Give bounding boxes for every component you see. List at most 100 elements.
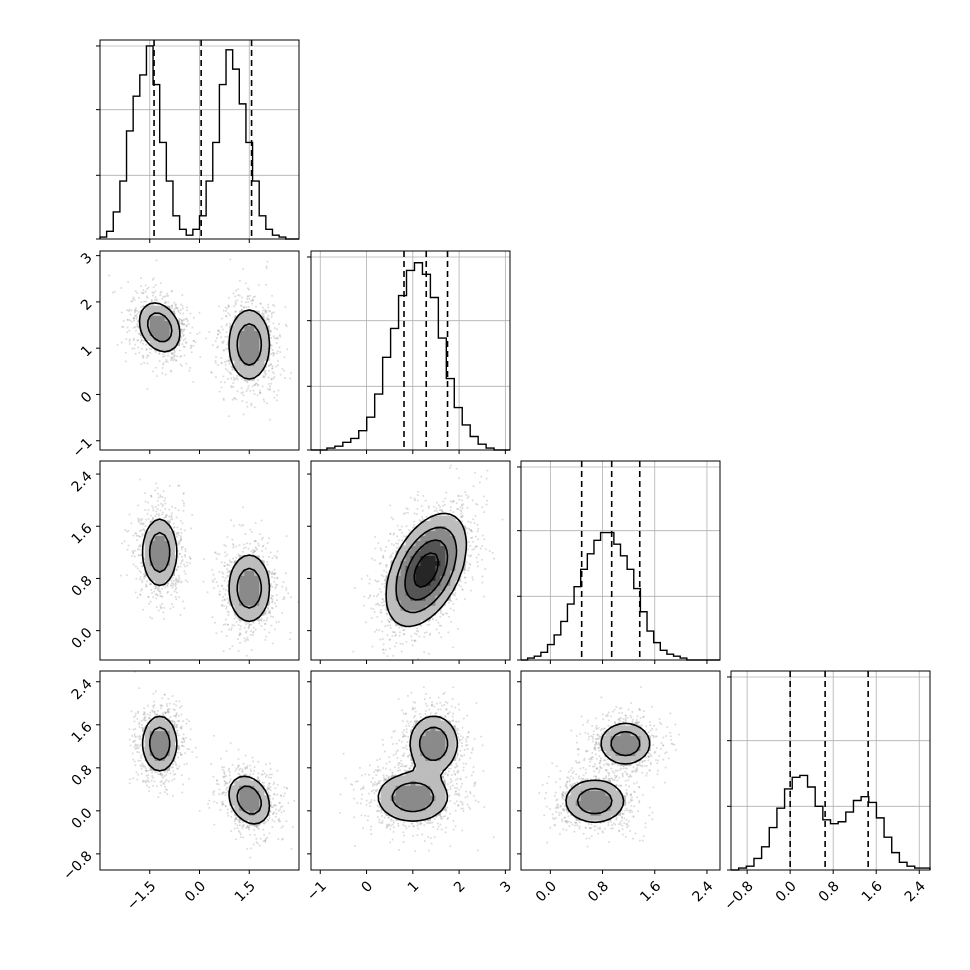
scatter-point bbox=[270, 316, 273, 319]
scatter-point bbox=[477, 538, 480, 541]
scatter-point bbox=[396, 524, 399, 527]
scatter-point bbox=[144, 508, 147, 511]
scatter-point bbox=[192, 339, 195, 342]
scatter-point bbox=[466, 496, 469, 499]
scatter-point bbox=[172, 359, 175, 362]
scatter-point bbox=[236, 374, 239, 377]
density-cell bbox=[249, 575, 255, 581]
scatter-point bbox=[173, 525, 176, 528]
scatter-point bbox=[238, 634, 241, 637]
density-cell bbox=[400, 615, 406, 621]
scatter-point bbox=[167, 354, 170, 357]
scatter-point bbox=[471, 578, 474, 581]
scatter-point bbox=[415, 633, 418, 636]
scatter-point bbox=[378, 604, 381, 607]
scatter-point bbox=[128, 340, 131, 343]
scatter-point bbox=[273, 576, 276, 579]
scatter-point bbox=[218, 570, 221, 573]
scatter-point bbox=[388, 620, 391, 623]
scatter-point bbox=[133, 298, 136, 301]
scatter-point bbox=[456, 507, 459, 510]
scatter-point bbox=[139, 523, 142, 526]
scatter-point bbox=[189, 557, 192, 560]
scatter-point bbox=[471, 576, 474, 579]
density-cell bbox=[149, 310, 156, 317]
scatter-point bbox=[264, 613, 267, 616]
scatter-point bbox=[246, 287, 249, 290]
scatter-point bbox=[456, 627, 459, 630]
density-cell bbox=[169, 550, 176, 556]
scatter-point bbox=[222, 340, 225, 343]
scatter-point bbox=[384, 649, 387, 652]
scatter-point bbox=[164, 301, 167, 304]
scatter-point bbox=[230, 386, 233, 389]
scatter-point bbox=[231, 538, 234, 541]
density-cell bbox=[154, 550, 161, 556]
density-cell bbox=[244, 325, 250, 331]
scatter-point bbox=[269, 612, 272, 615]
scatter-point bbox=[238, 633, 241, 636]
density-cell bbox=[159, 545, 166, 551]
density-cell bbox=[254, 335, 260, 341]
scatter-point bbox=[382, 648, 385, 651]
scatter-point bbox=[233, 397, 236, 400]
scatter-point bbox=[165, 358, 168, 361]
scatter-point bbox=[179, 538, 182, 541]
scatter-point bbox=[159, 291, 162, 294]
scatter-point bbox=[245, 638, 248, 641]
scatter-point bbox=[130, 300, 133, 303]
density-cell bbox=[159, 560, 166, 566]
scatter-point bbox=[121, 542, 124, 545]
scatter-point bbox=[226, 597, 229, 600]
scatter-point bbox=[269, 551, 272, 554]
scatter-point bbox=[179, 528, 182, 531]
scatter-point bbox=[418, 519, 421, 522]
scatter-point bbox=[177, 581, 180, 584]
scatter-point bbox=[181, 323, 184, 326]
scatter-point bbox=[374, 603, 377, 606]
density-cell bbox=[154, 545, 161, 551]
scatter-point bbox=[403, 628, 406, 631]
scatter-point bbox=[370, 557, 373, 560]
density-cell bbox=[254, 320, 260, 327]
scatter-point bbox=[270, 597, 273, 600]
scatter-point bbox=[141, 523, 144, 526]
scatter-point bbox=[224, 618, 227, 621]
scatter-point bbox=[254, 628, 257, 631]
scatter-point bbox=[231, 557, 234, 560]
scatter-point bbox=[155, 606, 158, 609]
scatter-point bbox=[155, 259, 158, 262]
scatter-point bbox=[276, 328, 279, 331]
scatter-point bbox=[143, 492, 146, 495]
scatter-point bbox=[136, 596, 139, 599]
scatter-point bbox=[135, 534, 138, 537]
scatter-point bbox=[151, 617, 154, 620]
scatter-point bbox=[455, 502, 458, 505]
density-cell bbox=[164, 575, 171, 581]
scatter-point bbox=[277, 389, 280, 392]
scatter-point bbox=[226, 369, 229, 372]
scatter-point bbox=[147, 508, 150, 511]
scatter-point bbox=[423, 635, 426, 638]
scatter-point bbox=[470, 537, 473, 540]
scatter-point bbox=[271, 365, 274, 368]
scatter-point bbox=[130, 309, 133, 312]
scatter-point bbox=[262, 544, 265, 547]
scatter-point bbox=[233, 661, 235, 663]
density-cell bbox=[440, 600, 446, 606]
density-cell bbox=[259, 575, 265, 581]
scatter-point bbox=[138, 296, 141, 299]
scatter-point bbox=[463, 598, 466, 601]
scatter-point bbox=[169, 369, 172, 372]
scatter-point bbox=[399, 528, 402, 531]
scatter-point bbox=[171, 505, 174, 508]
density-cell bbox=[400, 600, 406, 606]
scatter-point bbox=[268, 537, 271, 540]
scatter-point bbox=[271, 576, 274, 579]
scatter-point bbox=[181, 320, 184, 323]
scatter-point bbox=[239, 628, 242, 631]
scatter-point bbox=[225, 607, 228, 610]
scatter-point bbox=[150, 347, 153, 350]
scatter-point bbox=[458, 477, 461, 480]
density-cell bbox=[430, 590, 436, 596]
